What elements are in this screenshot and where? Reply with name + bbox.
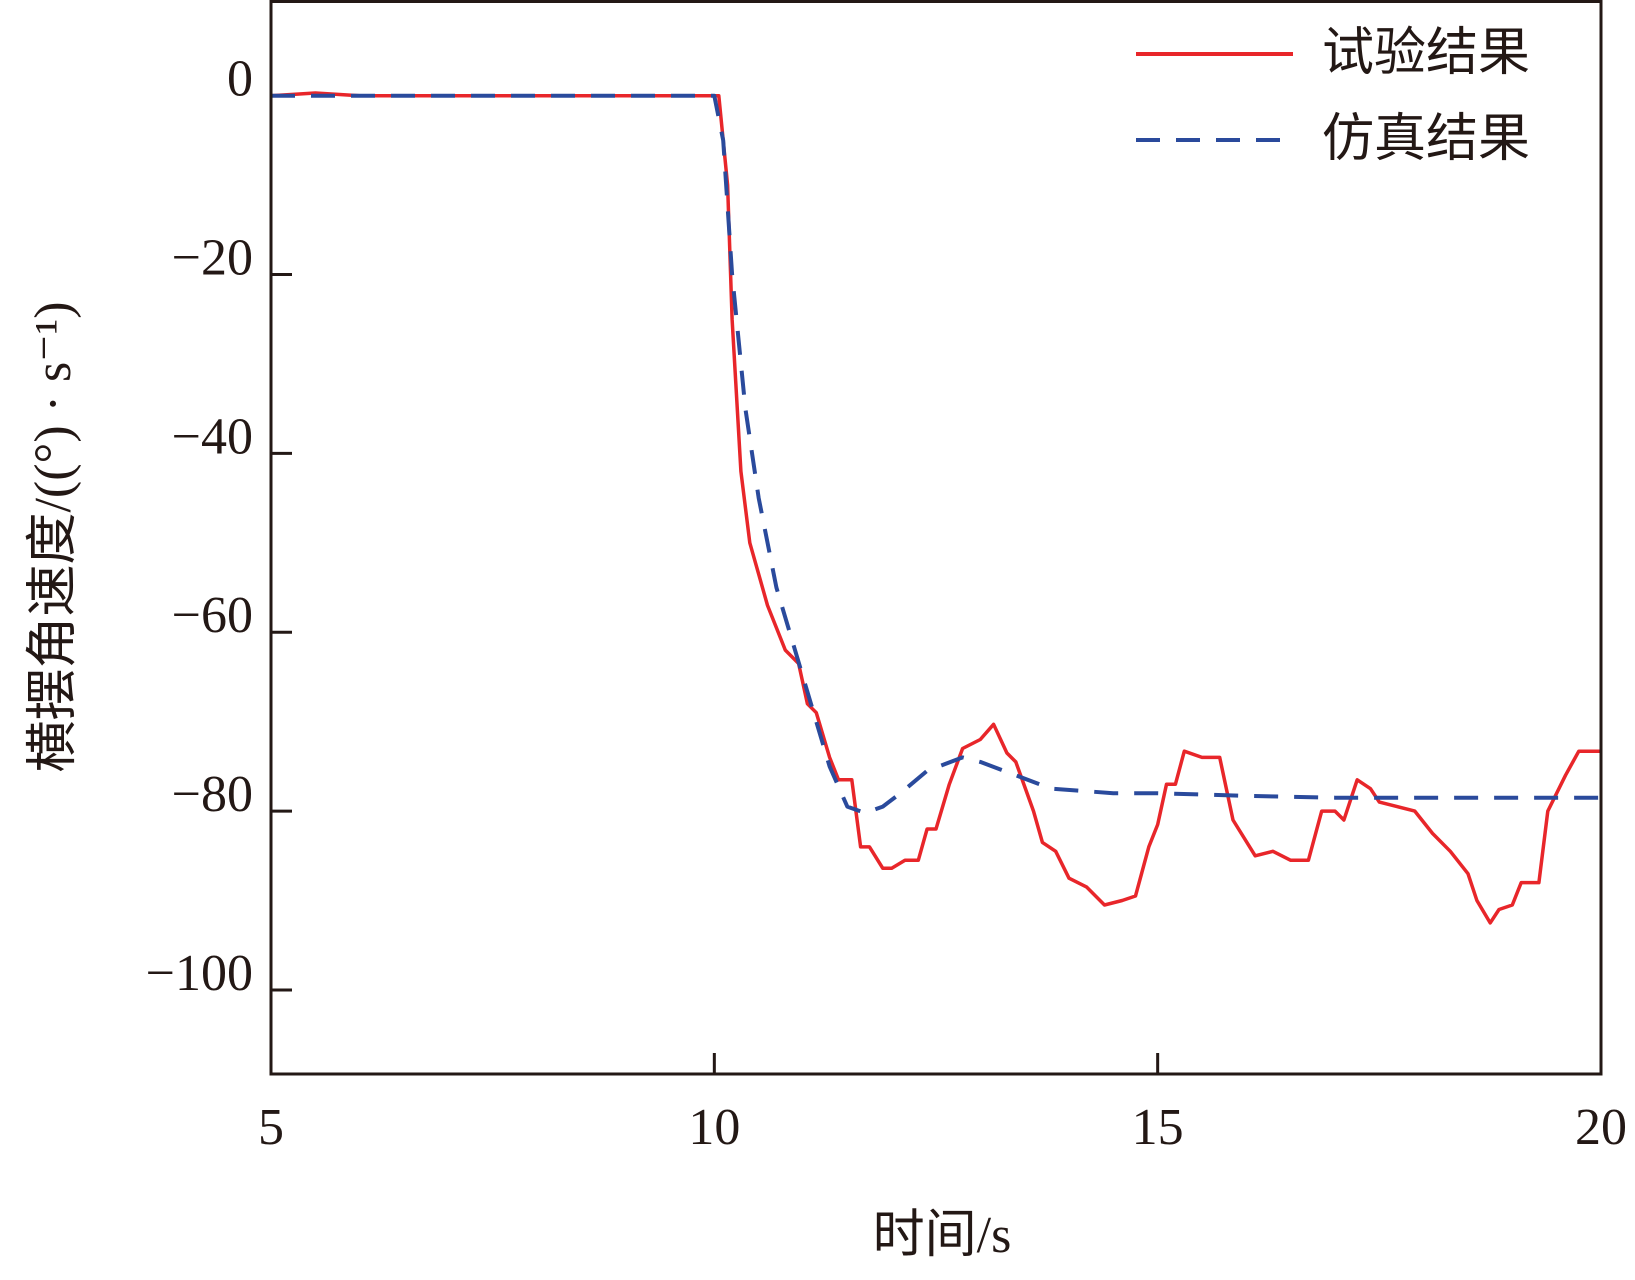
x-tick-label: 10: [688, 1099, 740, 1156]
line-series: [271, 93, 1601, 815]
x-axis-label: 时间/s: [873, 1207, 1012, 1264]
x-tick-label: 5: [258, 1099, 284, 1156]
y-tick-label: −60: [172, 587, 253, 644]
y-tick-label: −20: [172, 229, 253, 286]
legend-label: 试验结果: [1322, 25, 1530, 82]
legend-label: 仿真结果: [1322, 111, 1530, 168]
x-tick-label: 20: [1575, 1099, 1627, 1156]
plot-frame: [269, 0, 1603, 1076]
y-tick-label: −100: [146, 945, 253, 1002]
x-tick-label: 15: [1132, 1099, 1184, 1156]
y-axis-label: 横摆角速度/((°) · s⁻¹): [25, 301, 82, 772]
line-series: [270, 91, 1601, 925]
y-tick-label: 0: [227, 51, 253, 108]
y-tick-label: −80: [172, 766, 253, 823]
y-tick-label: −40: [172, 408, 253, 465]
